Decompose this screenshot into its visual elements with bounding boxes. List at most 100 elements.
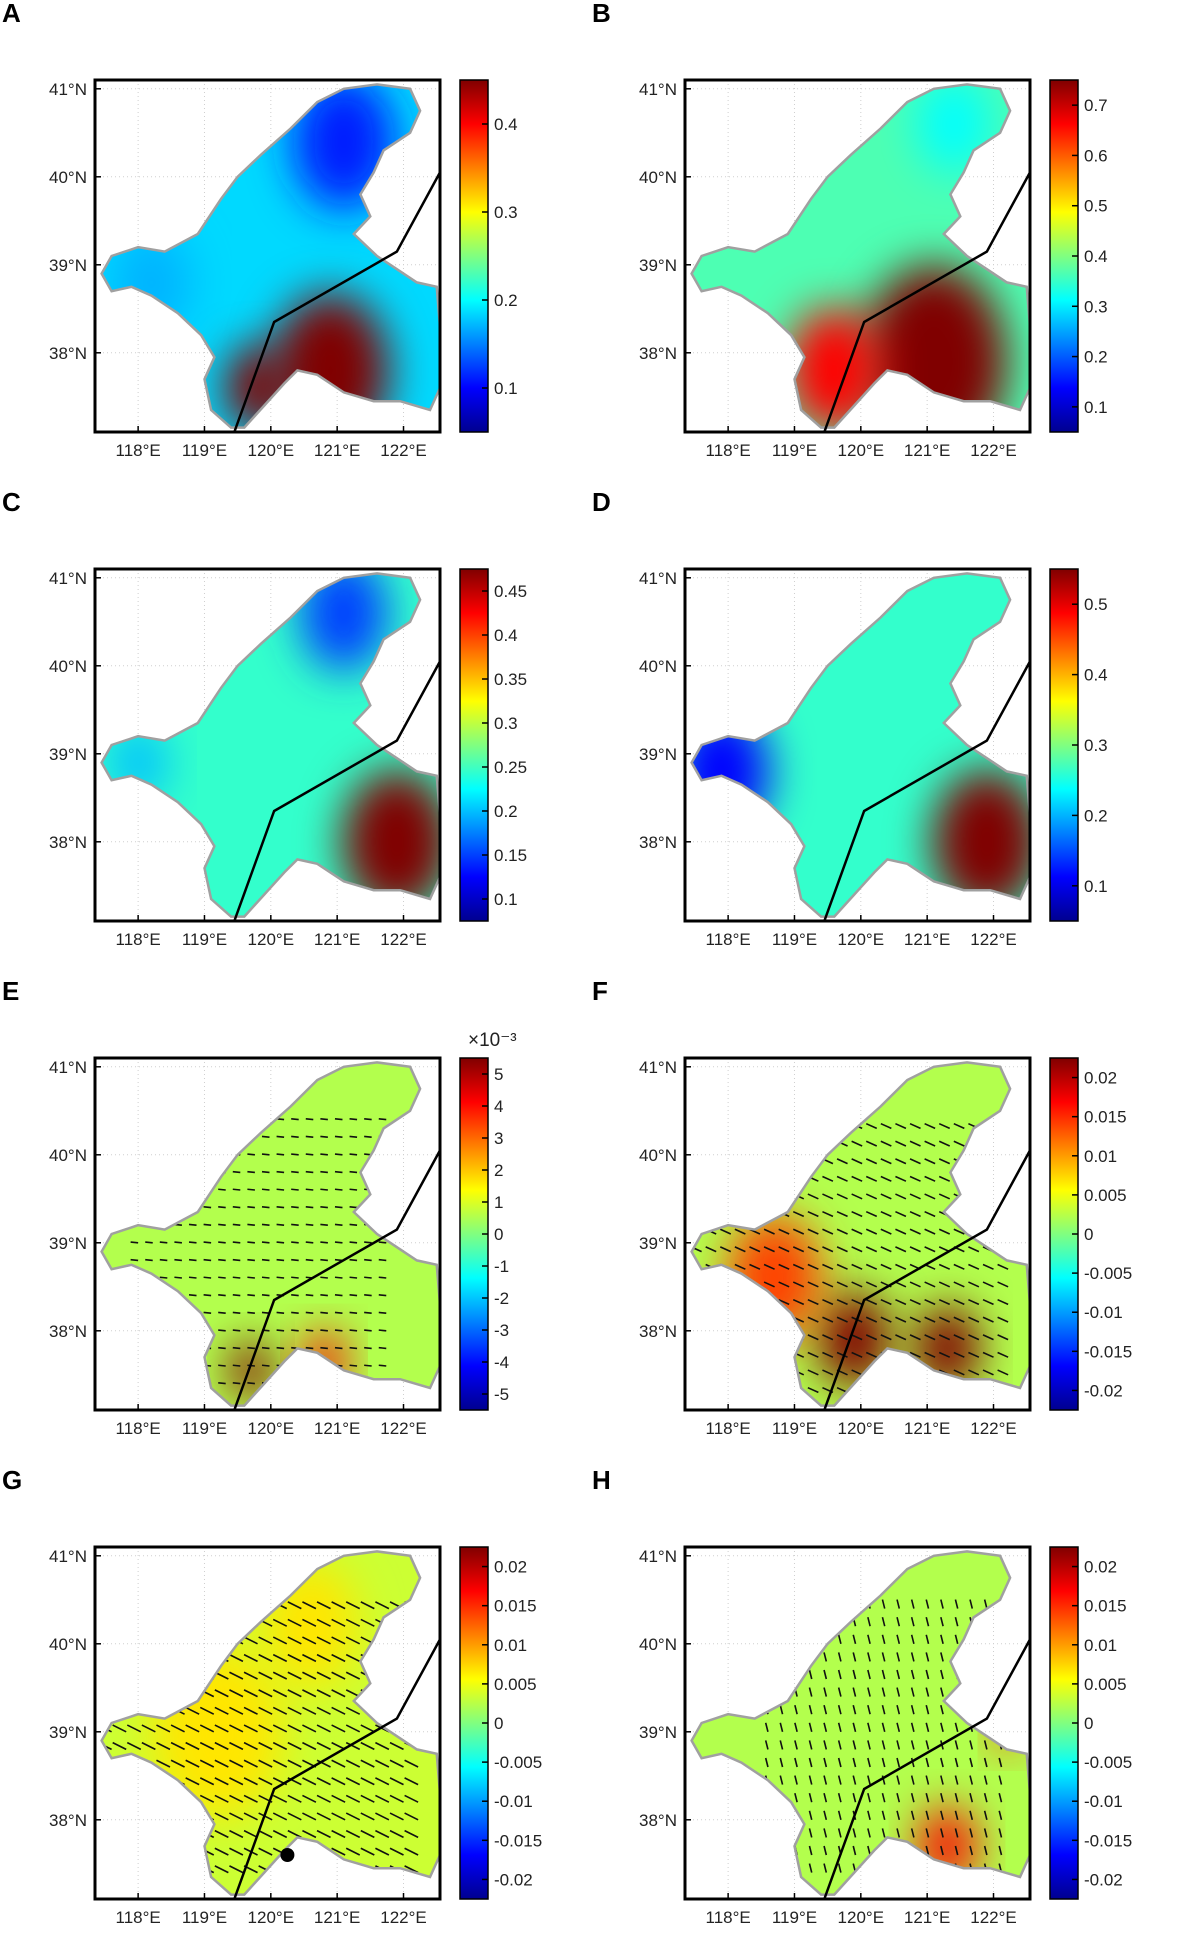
lat-label: 40°N: [49, 168, 87, 187]
arrow: [188, 1223, 197, 1226]
arrow: [705, 1175, 717, 1182]
arrow: [896, 1810, 901, 1820]
arrow: [940, 1705, 944, 1715]
arrow: [112, 1865, 127, 1874]
arrow: [375, 1847, 390, 1856]
arrow: [101, 1636, 112, 1645]
arrow: [691, 1175, 702, 1182]
lat-label: 38°N: [49, 833, 87, 852]
arrow: [389, 1618, 404, 1627]
arrow: [258, 1653, 273, 1663]
colorbar-tick: 0.2: [494, 802, 518, 821]
coastline: [100, 83, 442, 429]
arrow: [218, 1223, 226, 1226]
lat-label: 38°N: [49, 344, 87, 363]
arrow: [112, 1601, 127, 1610]
arrow: [159, 1276, 168, 1279]
arrow: [156, 1601, 171, 1610]
arrow: [764, 1810, 769, 1820]
arrow: [302, 1829, 317, 1839]
arrow: [705, 1369, 717, 1376]
arrow: [156, 1865, 171, 1874]
arrow: [940, 1810, 944, 1820]
arrow: [258, 1829, 273, 1839]
arrow: [302, 1636, 317, 1645]
arrow: [126, 1653, 142, 1663]
coastline: [100, 1550, 442, 1896]
arrow: [276, 1135, 285, 1138]
arrow: [404, 1847, 419, 1856]
arrow: [764, 1599, 769, 1609]
arrow: [101, 1653, 112, 1663]
arrow: [185, 1689, 200, 1698]
map-plot: 41°N 40°N 39°N 38°N 118°E 119°E 120°E 121°E 122°…: [639, 567, 1108, 949]
arrow: [218, 1135, 226, 1138]
arrow: [320, 1258, 328, 1262]
arrow: [734, 1193, 746, 1200]
arrow: [808, 1740, 813, 1750]
arrow: [218, 1382, 226, 1385]
arrow: [969, 1793, 974, 1803]
arrow: [159, 1241, 168, 1244]
arrow: [247, 1294, 255, 1297]
arrow: [925, 1740, 930, 1750]
arrow: [349, 1118, 358, 1121]
arrow: [881, 1617, 886, 1627]
arrow: [940, 1757, 944, 1768]
arrow: [953, 1140, 965, 1147]
colorbar-tick: -5: [494, 1385, 509, 1404]
arrow: [910, 1775, 915, 1785]
colorbar-tick: -4: [494, 1353, 509, 1372]
arrow: [261, 1188, 270, 1191]
arrow: [896, 1828, 901, 1838]
arrow: [865, 1122, 878, 1130]
colorbar-tick: 0.1: [494, 890, 518, 909]
arrow: [867, 1793, 871, 1803]
arrow: [141, 1741, 156, 1751]
arrow: [880, 1210, 892, 1218]
arrow: [808, 1775, 813, 1785]
arrow: [130, 1364, 139, 1367]
arrow: [170, 1724, 185, 1733]
colorbar-tick: 0.15: [494, 846, 527, 865]
arrow: [378, 1170, 387, 1174]
map-frame: [683, 567, 1032, 923]
arrow: [705, 1298, 717, 1306]
arrow: [822, 1298, 834, 1306]
arrow: [375, 1794, 390, 1803]
arrow: [316, 1689, 331, 1698]
arrow: [101, 1671, 112, 1680]
arrow: [375, 1829, 390, 1839]
arrow: [763, 1246, 775, 1253]
arrow: [982, 1298, 994, 1306]
arrow: [837, 1652, 842, 1662]
arrow: [734, 1298, 746, 1306]
arrow: [968, 1228, 980, 1235]
colorbar-tick: 0: [494, 1225, 503, 1244]
arrow: [232, 1329, 241, 1332]
arrow: [822, 1334, 834, 1341]
arrow: [389, 1671, 404, 1680]
lat-label: 39°N: [639, 1723, 677, 1742]
arrow: [823, 1810, 828, 1820]
arrow: [291, 1188, 299, 1191]
arrow: [316, 1794, 331, 1803]
arrow: [229, 1653, 244, 1663]
arrow: [895, 1369, 907, 1376]
arrow: [214, 1618, 229, 1627]
arrow: [836, 1246, 848, 1253]
arrow: [112, 1636, 127, 1645]
arrow: [145, 1188, 153, 1191]
arrow: [837, 1828, 842, 1838]
arrow: [909, 1351, 921, 1358]
arrow: [126, 1865, 142, 1874]
arrow: [302, 1777, 317, 1786]
arrow: [852, 1652, 857, 1662]
arrow: [126, 1794, 142, 1803]
arrow: [924, 1298, 936, 1306]
arrow: [185, 1706, 200, 1715]
arrow: [909, 1228, 921, 1235]
arrow: [807, 1386, 819, 1394]
colorbar-tick: 0.01: [1084, 1636, 1117, 1655]
arrow: [822, 1316, 834, 1323]
